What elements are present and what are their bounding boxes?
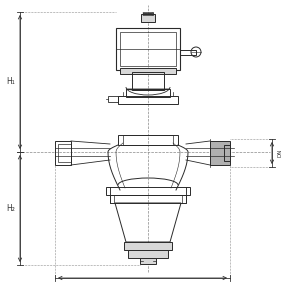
Text: H₂: H₂ [6, 204, 15, 213]
Bar [118, 135, 178, 145]
Bar [224, 145, 230, 161]
Bar [126, 89, 170, 97]
Bar [116, 28, 180, 70]
Bar [210, 141, 230, 165]
Bar [132, 72, 164, 90]
Text: H₁: H₁ [6, 77, 15, 86]
Bar [118, 96, 178, 104]
Bar [55, 141, 71, 165]
Bar [120, 68, 176, 74]
Bar [140, 258, 156, 264]
Bar [123, 135, 173, 145]
Bar [106, 187, 190, 195]
Bar [141, 14, 155, 22]
Bar [108, 96, 118, 102]
Bar [143, 12, 153, 15]
Bar [110, 195, 186, 203]
Bar [180, 50, 196, 55]
Bar [120, 32, 176, 66]
Bar [124, 242, 172, 250]
Bar [58, 144, 71, 162]
Text: DN: DN [277, 149, 282, 157]
Bar [128, 250, 168, 258]
